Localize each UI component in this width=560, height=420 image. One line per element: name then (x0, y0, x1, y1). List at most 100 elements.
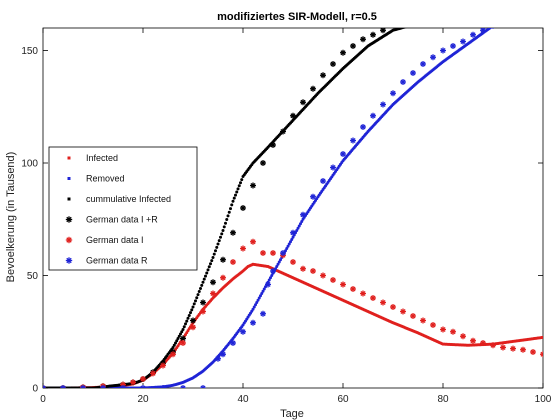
legend-label: Removed (86, 174, 125, 184)
model-point (229, 207, 232, 211)
model-point (211, 256, 215, 259)
model-point (260, 292, 264, 295)
star-stroke-d2 (310, 268, 316, 274)
model-point (187, 313, 191, 317)
model-point (523, 5, 526, 8)
star-stroke-d2 (290, 113, 296, 119)
data-point (260, 160, 266, 166)
model-point (499, 20, 502, 23)
model-point (225, 218, 229, 222)
star-stroke-d2 (240, 205, 246, 211)
legend-entry: Infected (67, 153, 118, 163)
data-point (360, 124, 366, 130)
model-point (199, 286, 202, 290)
star-stroke-d2 (280, 128, 286, 135)
star-stroke-d2 (440, 326, 446, 333)
star-stroke-d2 (380, 101, 386, 108)
model-point (279, 258, 282, 262)
data-point (150, 370, 156, 377)
model-point (182, 325, 186, 329)
star-stroke-d2 (66, 237, 72, 243)
legend-marker (67, 156, 71, 160)
data-point (240, 328, 246, 335)
data-point (320, 178, 326, 184)
model-point (179, 332, 182, 336)
data-point (180, 385, 186, 388)
model-point (276, 262, 280, 266)
model-point (212, 252, 216, 256)
data-point (480, 28, 486, 34)
star-stroke-d2 (190, 317, 196, 324)
star-stroke-d1 (540, 351, 543, 356)
star-stroke-d2 (260, 160, 266, 166)
data-point (380, 28, 386, 34)
model-point (437, 15, 440, 18)
model-point (200, 283, 204, 287)
model-point (191, 305, 195, 309)
model-point (192, 302, 196, 306)
star-stroke-d2 (102, 385, 106, 388)
star-stroke-d2 (62, 385, 66, 388)
data-point (300, 265, 306, 272)
star-stroke-d2 (300, 212, 306, 218)
model-point (196, 293, 200, 297)
star-stroke-d2 (202, 385, 206, 388)
model-point (507, 15, 510, 18)
model-point (262, 287, 266, 291)
model-point (176, 337, 180, 340)
model-point (297, 224, 301, 228)
star-stroke-d1 (160, 385, 164, 388)
model-point (289, 240, 292, 244)
data-point (265, 281, 271, 288)
data-point (360, 290, 366, 297)
star-stroke-d2 (320, 72, 326, 78)
data-point (240, 245, 246, 252)
model-point (495, 22, 498, 25)
star-stroke-d2 (360, 36, 366, 42)
star-stroke-d2 (130, 379, 136, 385)
star-stroke-d2 (370, 295, 376, 301)
legend-marker (67, 177, 71, 180)
data-point (420, 61, 426, 67)
model-point (424, 19, 427, 22)
star-stroke-d2 (265, 281, 271, 288)
star-stroke-d2 (270, 268, 276, 274)
model-point (194, 299, 197, 303)
model-point (296, 226, 300, 230)
model-point (231, 199, 235, 203)
star-stroke-d2 (240, 245, 246, 252)
model-point (519, 7, 522, 10)
model-point (413, 23, 416, 26)
model-point (195, 296, 199, 300)
data-point (250, 182, 256, 189)
model-point (180, 330, 184, 334)
model-point (202, 277, 206, 281)
data-point (370, 31, 376, 38)
model-point (255, 301, 259, 304)
star-stroke-d2 (215, 356, 221, 362)
star-stroke-d2 (160, 362, 166, 369)
star-stroke-d2 (430, 322, 436, 328)
model-point (236, 187, 240, 191)
data-point (330, 164, 336, 171)
model-point (234, 193, 237, 197)
model-point (504, 16, 507, 19)
model-point (269, 276, 272, 280)
star-stroke-d2 (182, 385, 186, 388)
legend-entry: cummulative Infected (67, 194, 171, 204)
data-point (100, 385, 106, 388)
model-point (285, 247, 289, 250)
model-point (410, 24, 413, 27)
legend-entry: German data I (65, 235, 144, 245)
star-stroke-d1 (494, 28, 495, 29)
data-point (440, 47, 446, 54)
data-point (260, 310, 266, 317)
model-point (428, 18, 431, 21)
legend-marker (65, 216, 73, 223)
data-point (430, 322, 436, 328)
data-point (270, 250, 276, 256)
star-stroke-d2 (82, 385, 86, 388)
star-stroke-d2 (430, 54, 436, 60)
model-point (509, 13, 512, 16)
